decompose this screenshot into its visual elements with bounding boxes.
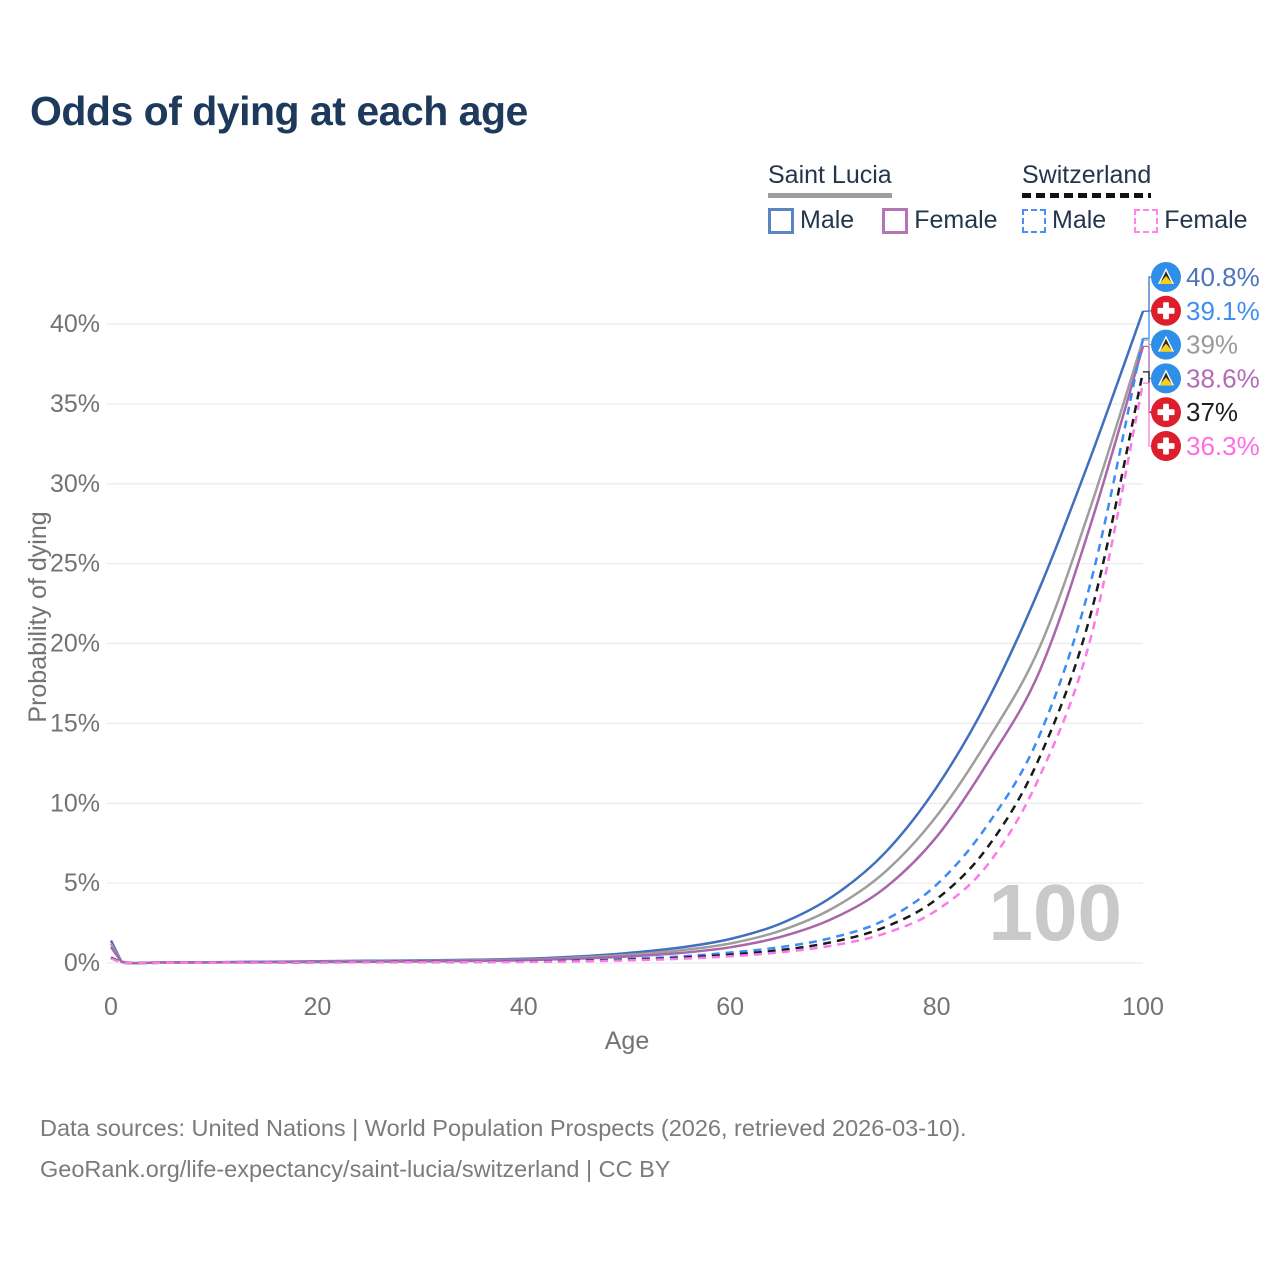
- legend-toggle-saint-lucia-female[interactable]: Female: [882, 206, 998, 235]
- end-label-value: 38.6%: [1186, 363, 1260, 393]
- footer-line-2: GeoRank.org/life-expectancy/saint-lucia/…: [40, 1156, 671, 1182]
- end-label-connector: [1143, 310, 1151, 340]
- saint-lucia-flag-icon: [1151, 329, 1181, 360]
- x-tick-label: 40: [510, 993, 538, 1021]
- end-label-connector: [1143, 276, 1151, 312]
- saint-lucia-female-checkbox-icon[interactable]: [882, 207, 909, 234]
- y-tick-label: 0%: [64, 949, 100, 977]
- age-watermark: 100: [989, 868, 1122, 957]
- y-tick-label: 20%: [50, 630, 100, 658]
- end-label-value: 39.1%: [1186, 296, 1260, 326]
- legend-label-female: Female: [914, 206, 998, 234]
- saint-lucia-flag-icon: [1151, 262, 1181, 292]
- end-label-value: 36.3%: [1186, 431, 1260, 461]
- end-label-connector: [1143, 345, 1151, 380]
- legend-label-female: Female: [1164, 206, 1248, 234]
- x-tick-label: 100: [1122, 993, 1164, 1021]
- legend-group-switzerland: Switzerland Male Female: [1022, 161, 1248, 235]
- data-sources-footer: Data sources: United Nations | World Pop…: [40, 1108, 967, 1190]
- x-tick-label: 0: [104, 993, 118, 1021]
- end-label-value: 40.8%: [1186, 262, 1260, 292]
- y-tick-label: 40%: [50, 310, 100, 338]
- end-label-value: 37%: [1186, 397, 1238, 427]
- legend-toggle-saint-lucia-male[interactable]: Male: [768, 206, 854, 235]
- x-axis-title: Age: [605, 1027, 649, 1055]
- footer-line-1: Data sources: United Nations | World Pop…: [40, 1115, 967, 1141]
- saint-lucia-male-checkbox-icon[interactable]: [768, 207, 794, 234]
- y-tick-label: 30%: [50, 470, 100, 498]
- legend-label-male: Male: [1052, 206, 1107, 234]
- x-tick-label: 80: [923, 993, 951, 1021]
- saint-lucia-flag-icon: [1151, 363, 1181, 394]
- series-line-switzerland-female: [110, 382, 1145, 965]
- switzerland-female-checkbox-icon[interactable]: [1134, 208, 1159, 233]
- switzerland-flag-icon: [1151, 431, 1181, 461]
- y-axis-title: Probability of dying: [24, 511, 52, 722]
- legend-toggle-switzerland-male[interactable]: Male: [1022, 206, 1106, 235]
- switzerland-flag-icon: [1151, 295, 1181, 326]
- legend-label-male: Male: [800, 206, 855, 234]
- y-tick-label: 15%: [50, 709, 100, 737]
- end-label-connector: [1143, 339, 1151, 346]
- switzerland-line-style-sample: [1022, 193, 1152, 198]
- x-tick-label: 20: [303, 993, 331, 1021]
- y-tick-label: 25%: [50, 550, 100, 578]
- legend-toggle-switzerland-female[interactable]: Female: [1134, 206, 1248, 235]
- y-tick-label: 5%: [64, 869, 100, 897]
- end-label-connector: [1143, 382, 1151, 447]
- legend-group-saint-lucia: Saint Lucia Male Female: [768, 161, 998, 235]
- switzerland-male-checkbox-icon[interactable]: [1022, 208, 1046, 233]
- switzerland-flag-icon: [1151, 397, 1181, 428]
- legend-country-switzerland: Switzerland: [1022, 161, 1152, 189]
- end-label-value: 39%: [1186, 330, 1238, 360]
- x-tick-label: 60: [716, 993, 744, 1021]
- page-title: Odds of dying at each age: [30, 88, 528, 134]
- y-tick-label: 35%: [50, 390, 100, 418]
- y-tick-label: 10%: [50, 789, 100, 817]
- legend-country-saint-lucia: Saint Lucia: [768, 161, 892, 189]
- saint-lucia-line-style-sample: [768, 193, 892, 198]
